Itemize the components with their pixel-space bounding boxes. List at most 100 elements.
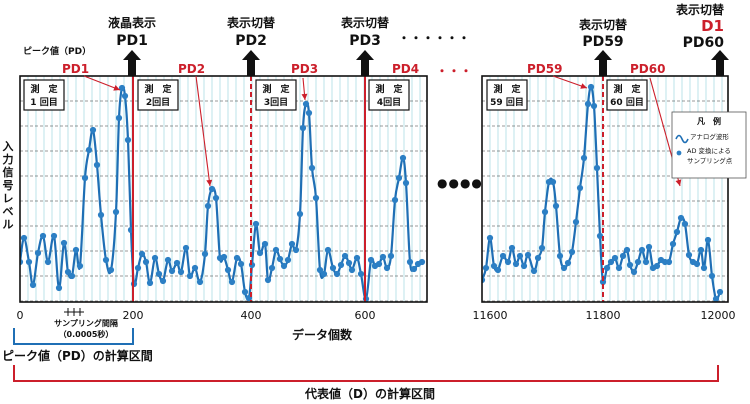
sampling-point [112,208,120,216]
sampling-point [619,252,627,260]
sampling-point [124,136,132,144]
sampling-point [316,266,324,274]
sampling-point [228,278,236,286]
sampling-point [603,264,611,272]
sampling-point [93,161,101,169]
sampling-point [530,267,538,275]
measure-box-bottom: 2回目 [146,97,170,108]
x-axis-ticks: 0 200 400 600 11600 11800 12000 [17,309,736,322]
sampling-point [576,184,584,192]
sampling-point [284,256,292,264]
arrowhead-icon [113,85,120,91]
top-label-action: 表示切替 [675,2,725,17]
sampling-point [482,264,490,272]
sampling-point [357,270,365,278]
peak-tag-pd60: PD60 [630,62,665,76]
sampling-points-right [482,83,724,302]
peak-label: ピーク値（PD） [23,45,91,57]
d-section-bracket [13,365,719,382]
sampling-point [634,258,642,266]
sampling-point [611,254,619,262]
sampling-point [704,236,712,244]
sampling-point [268,264,276,272]
sampling-note-line1: サンプリング間隔 [54,318,118,328]
analog-wave-icon [675,134,689,144]
sampling-point [39,232,47,240]
peak-tag-pd4: PD4 [392,62,419,76]
sampling-point [534,254,542,262]
sampling-point [201,250,209,258]
sampling-point [552,202,560,210]
sampling-point [410,265,418,273]
sampling-point [102,256,110,264]
sampling-point [375,260,383,268]
sampling-point [599,278,607,286]
measure-box-59: 測 定 59 回目 [486,79,528,111]
sampling-point [685,251,693,259]
sampling-point [653,262,661,270]
sampling-point [256,249,264,257]
sampling-point [308,164,316,172]
sampling-point [329,264,337,272]
sampling-point [494,266,502,274]
measure-box-bottom: 4回目 [377,97,401,108]
sampling-point [233,254,241,262]
gap-dots-middle: ●●●● [437,176,483,190]
legend: 凡 例 アナログ波形 AD 変換による サンプリング点 [671,111,747,179]
sampling-point [665,258,673,266]
sampling-point [587,83,595,91]
sampling-point [151,254,159,262]
measure-box-3: 測 定 3回目 [255,79,297,111]
sampling-point [237,260,245,268]
measure-box-60: 測 定 60 回目 [606,79,648,111]
x-tick: 11800 [586,309,621,322]
sampling-point [402,179,410,187]
sampling-point [115,114,123,122]
y-axis-label-char: 信 [3,165,14,179]
sampling-point [568,248,576,256]
sampling-point [642,258,650,266]
sampling-point [320,270,328,278]
sampling-point [34,249,42,257]
gap-dots-top: ・・・・・・ [398,31,470,45]
up-arrow-icon [242,50,260,76]
sampling-point [490,262,498,270]
x-tick: 400 [241,309,262,322]
sampling-point [564,259,572,267]
sampling-point [25,258,33,266]
top-label-action: 表示切替 [226,15,276,30]
x-tick: 200 [123,309,144,322]
peak-tag-pd59: PD59 [527,62,562,76]
sampling-point [296,210,304,218]
sampling-point [121,92,129,100]
sampling-point [324,246,332,254]
sampling-point [212,194,220,202]
arrowhead-icon [301,93,308,100]
top-label-pd60: 表示切替 D1 PD60 [675,2,729,76]
sampling-point [146,279,154,287]
sampling-point [673,228,681,236]
sampling-point [387,252,395,260]
sampling-point [623,246,631,254]
sampling-point [20,234,28,242]
sampling-point [353,254,361,262]
sampling-point [367,256,375,264]
sampling-point [693,260,701,268]
sampling-point [520,262,528,270]
legend-sample-line2: サンプリング点 [687,156,733,165]
top-label-pd3: 表示切替 PD3 [340,15,390,76]
sampling-point [572,218,580,226]
measure-box-top: 測 定 [493,83,521,95]
sampling-point [708,272,716,280]
sampling-point [272,246,280,254]
measure-box-bottom: 3回目 [264,97,288,108]
legend-title: 凡 例 [697,116,721,126]
y-axis-label-char: ル [3,218,14,231]
measure-box-bottom: 59 回目 [490,97,524,108]
sampling-point-icon [676,150,682,156]
up-arrow-icon [356,50,374,76]
arrowhead-icon [206,179,213,186]
measure-box-1: 測 定 1 回目 [23,79,65,111]
